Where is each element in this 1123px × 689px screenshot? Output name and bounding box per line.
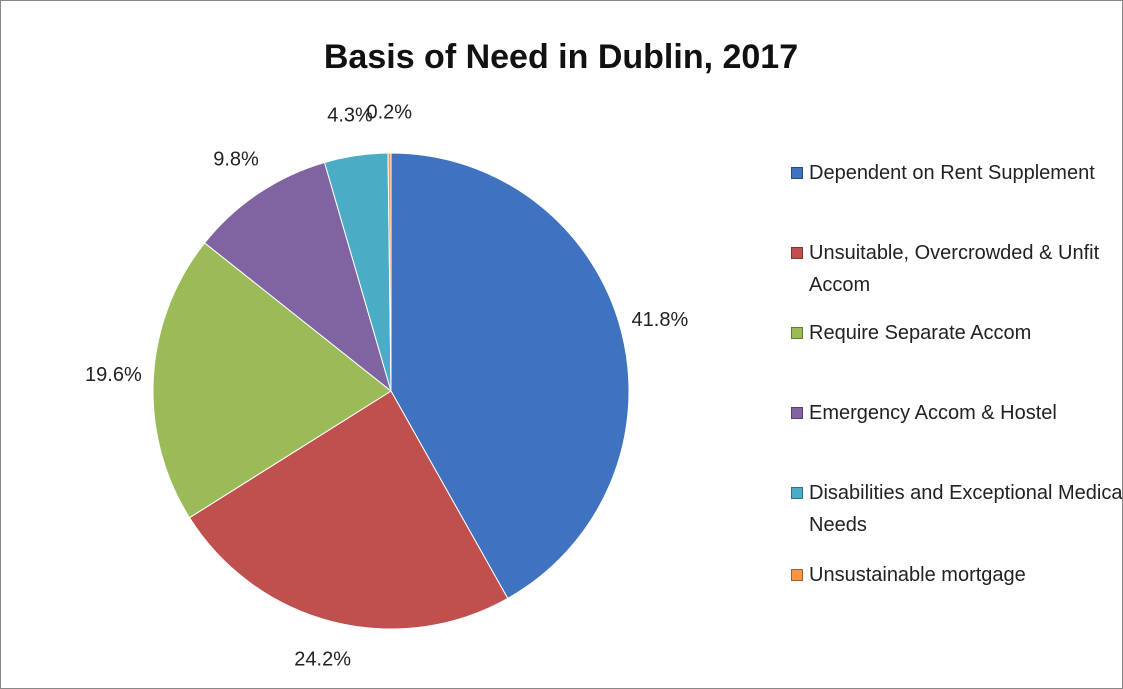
legend-label: Disabilities and Exceptional Medical Nee… (809, 482, 1123, 536)
legend-swatch (791, 247, 803, 259)
data-label: 24.2% (294, 649, 351, 671)
chart-title: Basis of Need in Dublin, 2017 (324, 38, 798, 76)
pie-slice (188, 390, 509, 630)
legend-swatch (791, 327, 803, 339)
legend-label: Emergency Accom & Hostel (809, 402, 1057, 424)
legend-item: Emergency Accom & Hostel (791, 397, 1123, 429)
legend-swatch (791, 569, 803, 581)
pie-slice (203, 161, 392, 393)
legend-item: Unsustainable mortgage (791, 559, 1123, 591)
legend-label: Unsuitable, Overcrowded & Unfit Accom (809, 242, 1100, 296)
data-label: 9.8% (213, 148, 259, 170)
legend-swatch (791, 487, 803, 499)
legend-label: Require Separate Accom (809, 322, 1032, 344)
pie-slice (387, 152, 392, 392)
legend-item: Unsuitable, Overcrowded & Unfit Accom (791, 237, 1123, 301)
legend-swatch (791, 167, 803, 179)
data-label: 41.8% (632, 309, 689, 331)
data-label: 19.6% (85, 364, 142, 386)
data-label: 0.2% (366, 101, 412, 123)
data-label: 4.3% (327, 104, 373, 126)
pie-slice (152, 242, 392, 519)
legend-label: Unsustainable mortgage (809, 564, 1026, 586)
legend-item: Disabilities and Exceptional Medical Nee… (791, 477, 1123, 541)
legend-label: Dependent on Rent Supplement (809, 162, 1095, 184)
legend-swatch (791, 407, 803, 419)
pie-slice (390, 152, 630, 600)
legend-item: Require Separate Accom (791, 317, 1123, 349)
legend-item: Dependent on Rent Supplement (791, 157, 1123, 189)
